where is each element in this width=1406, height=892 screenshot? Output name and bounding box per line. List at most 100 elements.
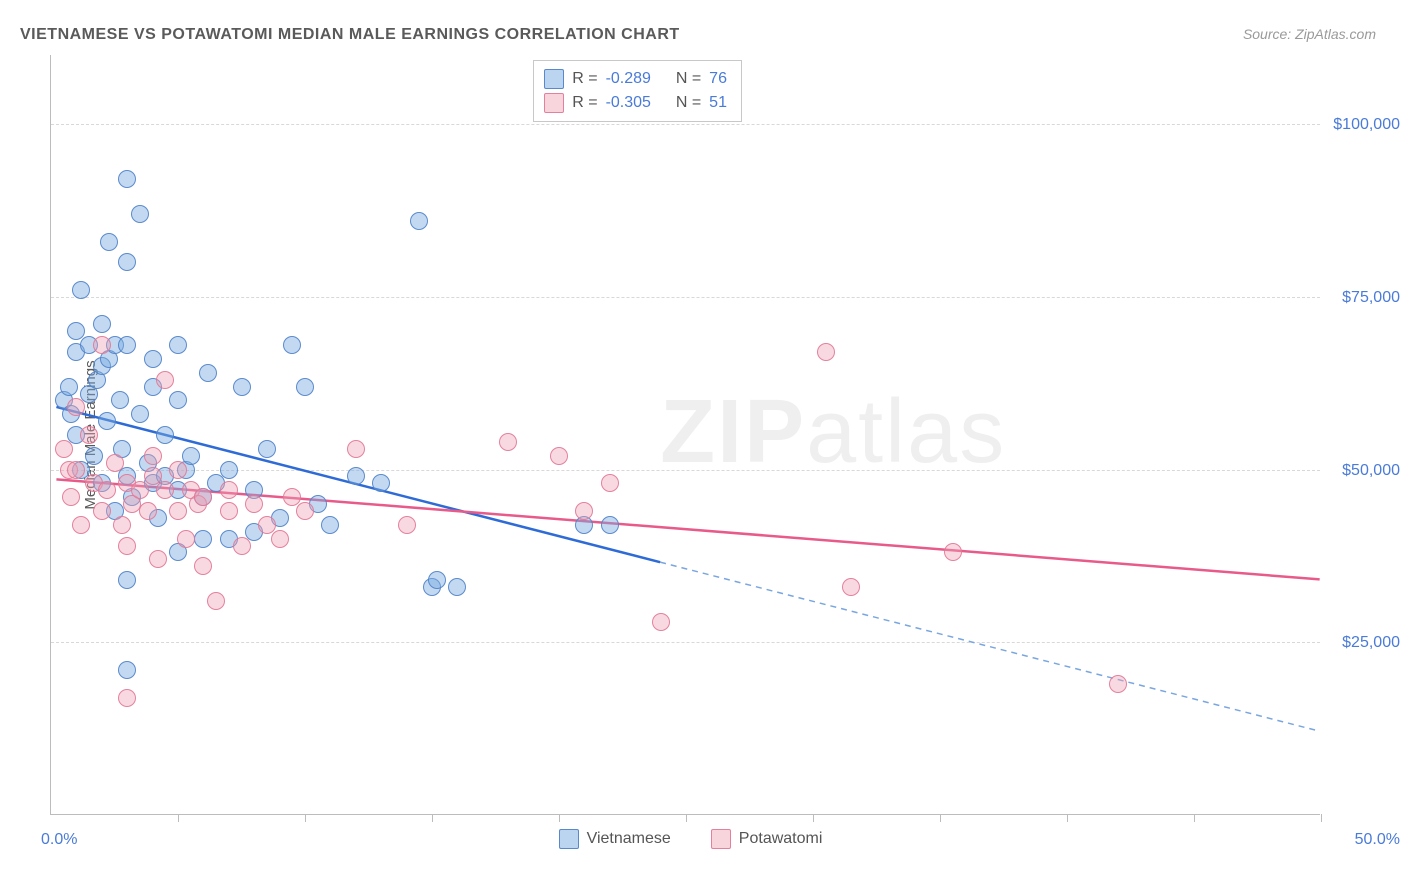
scatter-point [499, 433, 517, 451]
x-tick [1194, 814, 1195, 822]
scatter-point [169, 391, 187, 409]
scatter-point [169, 336, 187, 354]
y-tick-label: $25,000 [1342, 634, 1400, 652]
scatter-point [258, 440, 276, 458]
scatter-point [144, 447, 162, 465]
x-axis-max-label: 50.0% [1355, 831, 1400, 849]
scatter-point [207, 592, 225, 610]
watermark-prefix: ZIP [660, 382, 806, 482]
grid-line: $50,000 [51, 470, 1320, 471]
series-legend: Vietnamese Potawatomi [559, 829, 823, 849]
scatter-point [113, 516, 131, 534]
scatter-point [245, 495, 263, 513]
x-tick [305, 814, 306, 822]
scatter-point [131, 481, 149, 499]
scatter-point [842, 578, 860, 596]
r-value-series-2: -0.305 [606, 91, 651, 115]
scatter-point [118, 170, 136, 188]
scatter-point [60, 378, 78, 396]
scatter-point [1109, 675, 1127, 693]
grid-line: $75,000 [51, 297, 1320, 298]
scatter-point [144, 350, 162, 368]
scatter-point [72, 516, 90, 534]
scatter-point [118, 537, 136, 555]
scatter-point [194, 557, 212, 575]
scatter-point [118, 661, 136, 679]
scatter-point [118, 336, 136, 354]
swatch-series-2 [711, 829, 731, 849]
scatter-point [428, 571, 446, 589]
scatter-point [118, 689, 136, 707]
scatter-point [652, 613, 670, 631]
n-label: N = [676, 67, 701, 91]
scatter-point [817, 343, 835, 361]
scatter-point [93, 502, 111, 520]
scatter-point [67, 398, 85, 416]
x-tick [432, 814, 433, 822]
y-tick-label: $100,000 [1333, 116, 1400, 134]
swatch-series-1 [559, 829, 579, 849]
scatter-point [448, 578, 466, 596]
scatter-point [194, 530, 212, 548]
scatter-point [72, 281, 90, 299]
scatter-point [106, 454, 124, 472]
n-value-series-1: 76 [709, 67, 727, 91]
scatter-point [177, 530, 195, 548]
x-tick [178, 814, 179, 822]
scatter-point [271, 530, 289, 548]
scatter-point [372, 474, 390, 492]
scatter-point [233, 378, 251, 396]
series-1-name: Vietnamese [587, 830, 671, 848]
scatter-point [93, 336, 111, 354]
scatter-point [347, 440, 365, 458]
chart-title: VIETNAMESE VS POTAWATOMI MEDIAN MALE EAR… [20, 26, 680, 44]
scatter-point [182, 447, 200, 465]
scatter-point [220, 502, 238, 520]
scatter-point [398, 516, 416, 534]
scatter-point [601, 474, 619, 492]
scatter-point [139, 502, 157, 520]
grid-line: $100,000 [51, 124, 1320, 125]
scatter-point [149, 550, 167, 568]
scatter-point [169, 461, 187, 479]
x-tick [940, 814, 941, 822]
scatter-point [118, 571, 136, 589]
scatter-point [347, 467, 365, 485]
n-value-series-2: 51 [709, 91, 727, 115]
scatter-point [296, 378, 314, 396]
legend-item-series-1: Vietnamese [559, 829, 671, 849]
scatter-point [98, 481, 116, 499]
scatter-point [80, 426, 98, 444]
legend-row-series-2: R = -0.305 N = 51 [544, 91, 727, 115]
scatter-point [601, 516, 619, 534]
x-tick [1067, 814, 1068, 822]
scatter-point [156, 481, 174, 499]
r-value-series-1: -0.289 [606, 67, 651, 91]
source-label: Source: ZipAtlas.com [1243, 26, 1376, 42]
x-tick [686, 814, 687, 822]
r-label: R = [572, 91, 597, 115]
scatter-point [194, 488, 212, 506]
plot-area: Median Male Earnings ZIPatlas $25,000$50… [50, 55, 1320, 815]
scatter-point [156, 371, 174, 389]
scatter-point [169, 502, 187, 520]
n-label: N = [676, 91, 701, 115]
y-tick-label: $50,000 [1342, 462, 1400, 480]
scatter-point [283, 336, 301, 354]
scatter-point [220, 481, 238, 499]
scatter-point [111, 391, 129, 409]
trend-lines [51, 55, 1320, 814]
swatch-series-2 [544, 93, 564, 113]
x-axis-min-label: 0.0% [41, 831, 77, 849]
scatter-point [199, 364, 217, 382]
y-tick-label: $75,000 [1342, 289, 1400, 307]
scatter-point [944, 543, 962, 561]
scatter-point [296, 502, 314, 520]
correlation-legend: R = -0.289 N = 76 R = -0.305 N = 51 [533, 60, 742, 122]
x-tick [559, 814, 560, 822]
scatter-point [233, 537, 251, 555]
scatter-point [156, 426, 174, 444]
scatter-point [55, 440, 73, 458]
scatter-point [98, 412, 116, 430]
scatter-point [100, 233, 118, 251]
